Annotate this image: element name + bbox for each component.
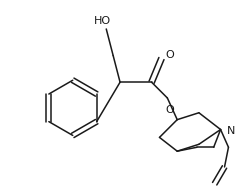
Text: O: O: [165, 50, 174, 60]
Text: N: N: [226, 127, 235, 137]
Text: HO: HO: [94, 16, 111, 26]
Text: O: O: [165, 105, 174, 115]
